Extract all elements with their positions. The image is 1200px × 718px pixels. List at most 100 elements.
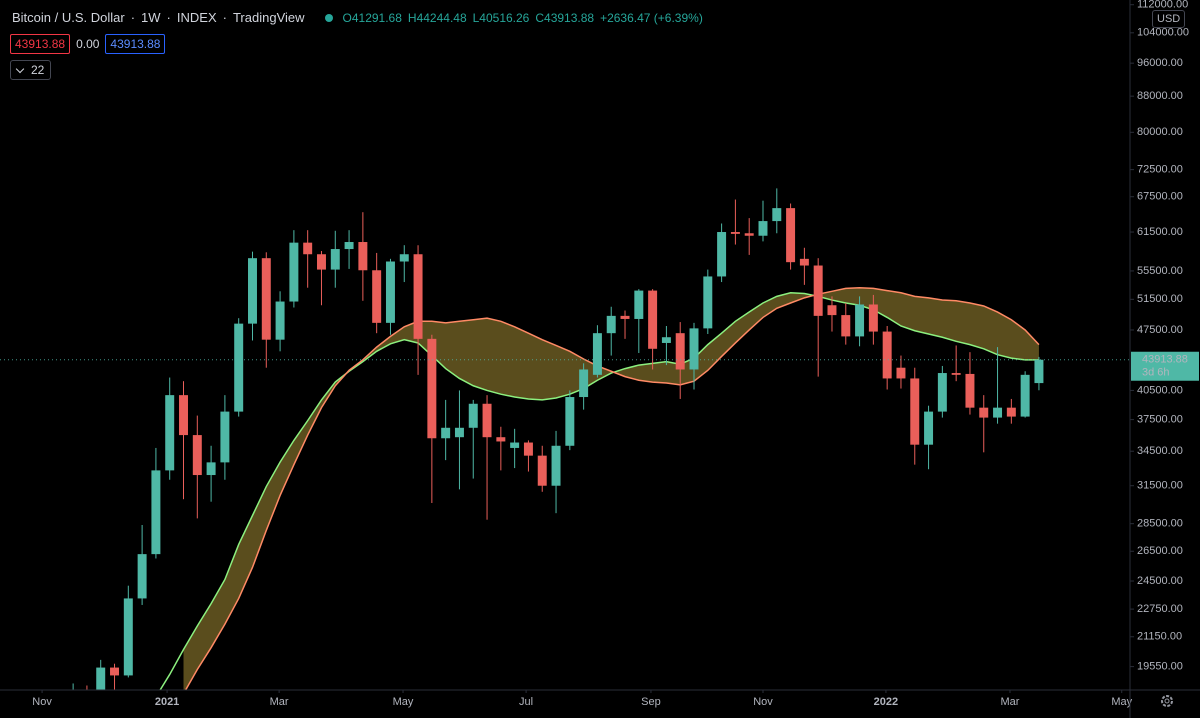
y-tick-label: 72500.00: [1137, 164, 1183, 176]
y-tick-label: 51500.00: [1137, 293, 1183, 305]
y-tick-label: 67500.00: [1137, 191, 1183, 203]
candle-body: [303, 242, 313, 255]
exchange: INDEX: [176, 10, 217, 25]
candle-body: [648, 290, 658, 349]
candle-body: [634, 290, 644, 319]
candle-body: [413, 254, 423, 339]
x-tick-label: May: [1111, 696, 1132, 708]
axes: 112000.00 104000.00 96000.00 88000.00 80000.…: [32, 0, 1199, 708]
candle-body: [110, 667, 120, 676]
candle-body: [730, 232, 740, 234]
candle-body: [606, 315, 616, 334]
candle-body: [537, 455, 547, 486]
y-tick-label: 88000.00: [1137, 90, 1183, 102]
change-value: +2636.47 (+6.39%): [600, 10, 703, 25]
candle-body: [275, 301, 285, 340]
y-tick-label: 47500.00: [1137, 324, 1183, 336]
moving-average-line: [184, 286, 1040, 690]
indicator-values: 43913.88 0.00 43913.88: [10, 34, 166, 54]
candle-body: [799, 258, 809, 266]
candle-body: [454, 427, 464, 438]
candle-body: [137, 554, 147, 599]
candle-body: [399, 254, 409, 262]
candle-body: [192, 435, 202, 476]
candle-body: [675, 333, 685, 370]
candle-body: [316, 254, 326, 270]
candle-body: [523, 442, 533, 456]
currency-select[interactable]: USD: [1152, 10, 1186, 28]
candle-body: [979, 407, 989, 418]
y-tick-label: 19550.00: [1137, 661, 1183, 673]
y-tick-label: 37500.00: [1137, 414, 1183, 426]
candle-body: [496, 437, 506, 442]
y-tick-label: 21150.00: [1137, 631, 1182, 643]
candle-body: [372, 270, 382, 323]
candle-body: [661, 337, 671, 343]
candle-body: [468, 403, 478, 428]
moving-average-line: [159, 291, 1039, 690]
interval: 1W: [141, 10, 161, 25]
y-tick-label: 28500.00: [1137, 518, 1183, 530]
candle-body: [758, 221, 768, 236]
x-tick-label: Mar: [270, 696, 289, 708]
candle-body: [620, 315, 630, 319]
y-tick-label: 22750.00: [1137, 603, 1183, 615]
candle-body: [744, 233, 754, 236]
y-tick-label: 34500.00: [1137, 445, 1183, 457]
candle-body: [703, 276, 713, 329]
candle-body: [179, 395, 188, 436]
candle-body: [261, 258, 271, 340]
ma-band: [183, 287, 1039, 690]
candle-body: [855, 304, 865, 337]
y-tick-label: 26500.00: [1137, 545, 1183, 557]
candle-body: [482, 403, 492, 438]
y-tick-label: 104000.00: [1137, 27, 1189, 39]
candle-body: [123, 598, 133, 676]
x-tick-label: Jul: [519, 696, 533, 708]
settings-icon[interactable]: [1161, 695, 1173, 707]
candle-body: [910, 378, 920, 445]
indicator-toggle[interactable]: 22: [10, 60, 52, 80]
source: TradingView: [232, 10, 305, 25]
candle-body: [813, 265, 823, 316]
candle-body: [441, 427, 451, 439]
candle-body: [965, 373, 975, 408]
indicator-value: 0.00: [76, 37, 100, 51]
candle-body: [1034, 359, 1044, 384]
x-tick-label: Nov: [753, 696, 773, 708]
y-tick-label: 112000.00: [1137, 0, 1188, 11]
candle-body: [924, 411, 934, 445]
low-value: L40516.26: [472, 10, 530, 25]
candle-body: [234, 323, 244, 412]
candle-body: [772, 208, 782, 222]
candle-body: [841, 315, 851, 337]
candle-body: [882, 331, 892, 379]
candle-body: [579, 369, 589, 398]
y-tick-label: 31500.00: [1137, 480, 1183, 492]
candle-body: [689, 328, 699, 370]
candle-body: [592, 333, 602, 375]
x-tick-label: May: [393, 696, 414, 708]
x-tick-label: Nov: [32, 696, 52, 708]
candle-body: [165, 395, 175, 471]
x-tick-label: Sep: [641, 696, 661, 708]
candle-body: [358, 242, 368, 271]
indicator-value: 43913.88: [105, 34, 166, 54]
candle-body: [248, 258, 257, 324]
candle-body: [717, 232, 727, 277]
candle-body: [951, 373, 961, 375]
y-tick-label: 24500.00: [1137, 575, 1183, 587]
countdown-label: 3d 6h: [1142, 367, 1170, 379]
candle-body: [289, 242, 299, 302]
close-value: C43913.88: [535, 10, 595, 25]
x-tick-label: Mar: [1000, 696, 1019, 708]
open-value: O41291.68: [342, 10, 402, 25]
y-tick-label: 40500.00: [1137, 384, 1183, 396]
candle-body: [220, 411, 230, 463]
candle-body: [565, 397, 575, 446]
x-tick-label: 2021: [155, 696, 179, 708]
last-price-box: [1131, 351, 1199, 381]
x-tick-label: 2022: [874, 696, 898, 708]
candle-body: [827, 305, 837, 316]
